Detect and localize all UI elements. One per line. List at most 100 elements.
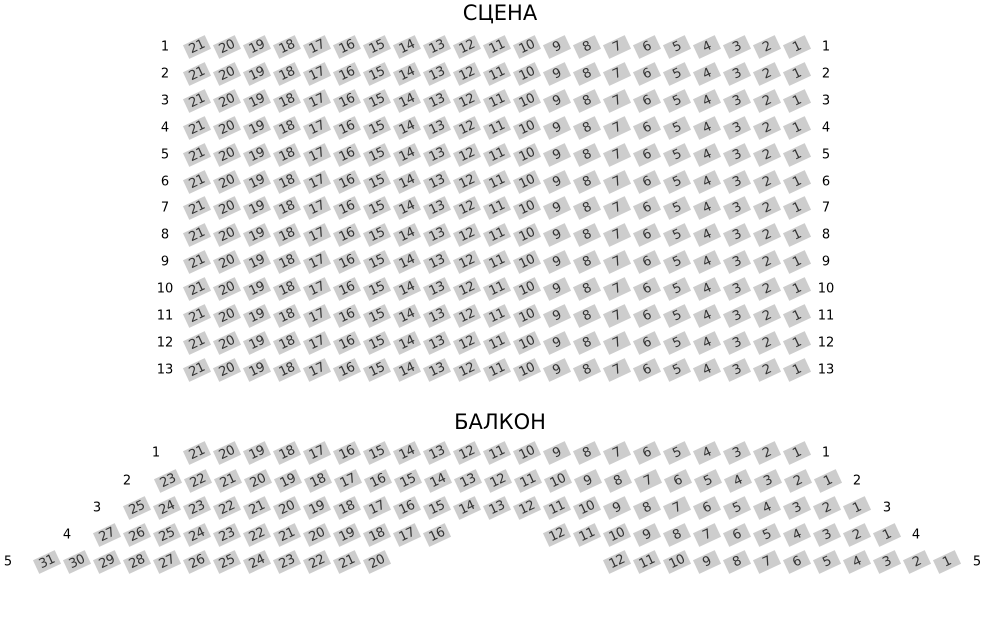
balcony-seat[interactable]: 9 [602,496,632,520]
balcony-seat[interactable]: 1 [842,496,872,520]
parterre-seat[interactable]: 1 [782,223,812,248]
parterre-seat[interactable]: 3 [722,142,752,167]
parterre-seat[interactable]: 9 [542,304,572,328]
balcony-seat[interactable]: 21 [182,441,212,465]
balcony-seat[interactable]: 25 [212,550,242,574]
parterre-seat[interactable]: 20 [212,277,242,301]
parterre-seat[interactable]: 11 [482,169,512,194]
balcony-seat[interactable]: 20 [362,550,392,574]
balcony-seat[interactable]: 24 [152,496,182,520]
balcony-seat[interactable]: 2 [783,469,813,493]
parterre-seat[interactable]: 16 [332,357,362,382]
parterre-seat[interactable]: 12 [452,304,482,328]
balcony-seat[interactable]: 4 [842,550,872,574]
parterre-seat[interactable]: 18 [272,62,302,86]
parterre-seat[interactable]: 15 [362,223,392,248]
balcony-seat[interactable]: 28 [122,550,152,574]
parterre-seat[interactable]: 13 [422,304,452,328]
balcony-seat[interactable]: 15 [362,441,392,465]
parterre-seat[interactable]: 17 [302,115,332,140]
balcony-seat[interactable]: 14 [452,496,482,520]
balcony-seat[interactable]: 16 [363,469,393,493]
parterre-seat[interactable]: 11 [482,304,512,328]
parterre-seat[interactable]: 1 [782,62,812,86]
parterre-seat[interactable]: 1 [782,169,812,194]
balcony-seat[interactable]: 9 [692,550,722,574]
parterre-seat[interactable]: 19 [242,304,272,328]
balcony-seat[interactable]: 19 [242,441,272,465]
parterre-seat[interactable]: 17 [302,223,332,248]
balcony-seat[interactable]: 15 [393,469,423,493]
parterre-seat[interactable]: 17 [302,250,332,275]
parterre-seat[interactable]: 2 [752,250,782,275]
parterre-seat[interactable]: 1 [782,331,812,355]
balcony-seat[interactable]: 25 [152,523,182,547]
balcony-seat[interactable]: 21 [332,550,362,574]
parterre-seat[interactable]: 19 [242,223,272,248]
balcony-seat[interactable]: 17 [333,469,363,493]
parterre-seat[interactable]: 18 [272,169,302,194]
parterre-seat[interactable]: 17 [302,142,332,167]
parterre-seat[interactable]: 4 [692,250,722,275]
parterre-seat[interactable]: 1 [782,88,812,113]
balcony-seat[interactable]: 5 [662,441,692,465]
balcony-seat[interactable]: 8 [662,523,692,547]
parterre-seat[interactable]: 13 [422,250,452,275]
parterre-seat[interactable]: 16 [332,88,362,113]
balcony-seat[interactable]: 7 [692,523,722,547]
balcony-seat[interactable]: 21 [272,523,302,547]
parterre-seat[interactable]: 8 [572,331,602,355]
balcony-seat[interactable]: 6 [692,496,722,520]
parterre-seat[interactable]: 5 [662,277,692,301]
parterre-seat[interactable]: 2 [752,169,782,194]
parterre-seat[interactable]: 13 [422,357,452,382]
parterre-seat[interactable]: 12 [452,196,482,221]
balcony-seat[interactable]: 12 [512,496,542,520]
parterre-seat[interactable]: 10 [512,331,542,355]
balcony-seat[interactable]: 18 [303,469,333,493]
parterre-seat[interactable]: 8 [572,223,602,248]
parterre-seat[interactable]: 6 [632,223,662,248]
parterre-seat[interactable]: 8 [572,169,602,194]
balcony-seat[interactable]: 2 [752,441,782,465]
parterre-seat[interactable]: 4 [692,196,722,221]
parterre-seat[interactable]: 11 [482,250,512,275]
balcony-seat[interactable]: 12 [452,441,482,465]
parterre-seat[interactable]: 8 [572,62,602,86]
parterre-seat[interactable]: 16 [332,331,362,355]
parterre-seat[interactable]: 16 [332,62,362,86]
parterre-seat[interactable]: 21 [182,169,212,194]
parterre-seat[interactable]: 1 [782,357,812,382]
balcony-seat[interactable]: 20 [272,496,302,520]
parterre-seat[interactable]: 16 [332,304,362,328]
balcony-seat[interactable]: 18 [362,523,392,547]
parterre-seat[interactable]: 20 [212,250,242,275]
parterre-seat[interactable]: 9 [542,169,572,194]
parterre-seat[interactable]: 1 [782,142,812,167]
parterre-seat[interactable]: 5 [662,250,692,275]
balcony-seat[interactable]: 5 [752,523,782,547]
parterre-seat[interactable]: 15 [362,169,392,194]
parterre-seat[interactable]: 7 [602,35,632,59]
parterre-seat[interactable]: 10 [512,357,542,382]
parterre-seat[interactable]: 21 [182,88,212,113]
parterre-seat[interactable]: 4 [692,142,722,167]
parterre-seat[interactable]: 19 [242,142,272,167]
parterre-seat[interactable]: 9 [542,357,572,382]
parterre-seat[interactable]: 20 [212,88,242,113]
parterre-seat[interactable]: 21 [182,250,212,275]
parterre-seat[interactable]: 1 [782,35,812,59]
parterre-seat[interactable]: 11 [482,62,512,86]
parterre-seat[interactable]: 4 [692,62,722,86]
parterre-seat[interactable]: 11 [482,357,512,382]
balcony-seat[interactable]: 17 [392,523,422,547]
balcony-seat[interactable]: 9 [573,469,603,493]
parterre-seat[interactable]: 18 [272,250,302,275]
parterre-seat[interactable]: 3 [722,196,752,221]
balcony-seat[interactable]: 7 [752,550,782,574]
parterre-seat[interactable]: 21 [182,196,212,221]
parterre-seat[interactable]: 14 [392,88,422,113]
parterre-seat[interactable]: 6 [632,196,662,221]
parterre-seat[interactable]: 21 [182,223,212,248]
parterre-seat[interactable]: 18 [272,115,302,140]
